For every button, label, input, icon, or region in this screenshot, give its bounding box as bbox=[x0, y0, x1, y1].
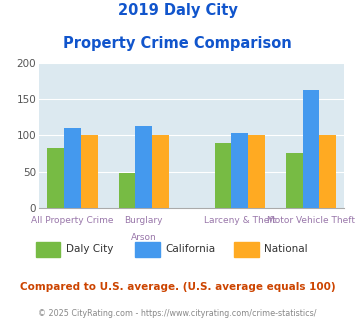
Text: Daly City: Daly City bbox=[66, 244, 113, 254]
Bar bbox=[119, 173, 135, 208]
Text: Larceny & Theft: Larceny & Theft bbox=[204, 216, 276, 225]
Bar bbox=[64, 128, 81, 208]
Text: Motor Vehicle Theft: Motor Vehicle Theft bbox=[267, 216, 355, 225]
Text: 2019 Daly City: 2019 Daly City bbox=[118, 3, 237, 18]
Text: All Property Crime: All Property Crime bbox=[31, 216, 114, 225]
Bar bbox=[302, 89, 319, 208]
Bar bbox=[231, 133, 248, 208]
Bar bbox=[248, 135, 265, 208]
Bar bbox=[48, 148, 64, 208]
Text: National: National bbox=[264, 244, 308, 254]
Text: Burglary: Burglary bbox=[124, 216, 163, 225]
Bar bbox=[152, 135, 169, 208]
Text: California: California bbox=[165, 244, 215, 254]
Bar bbox=[286, 153, 302, 208]
Bar bbox=[319, 135, 336, 208]
Bar bbox=[215, 143, 231, 208]
Text: Arson: Arson bbox=[131, 233, 157, 242]
Text: Compared to U.S. average. (U.S. average equals 100): Compared to U.S. average. (U.S. average … bbox=[20, 282, 335, 292]
Text: © 2025 CityRating.com - https://www.cityrating.com/crime-statistics/: © 2025 CityRating.com - https://www.city… bbox=[38, 309, 317, 317]
Bar bbox=[135, 126, 152, 208]
Text: Property Crime Comparison: Property Crime Comparison bbox=[63, 36, 292, 51]
Bar bbox=[81, 135, 98, 208]
